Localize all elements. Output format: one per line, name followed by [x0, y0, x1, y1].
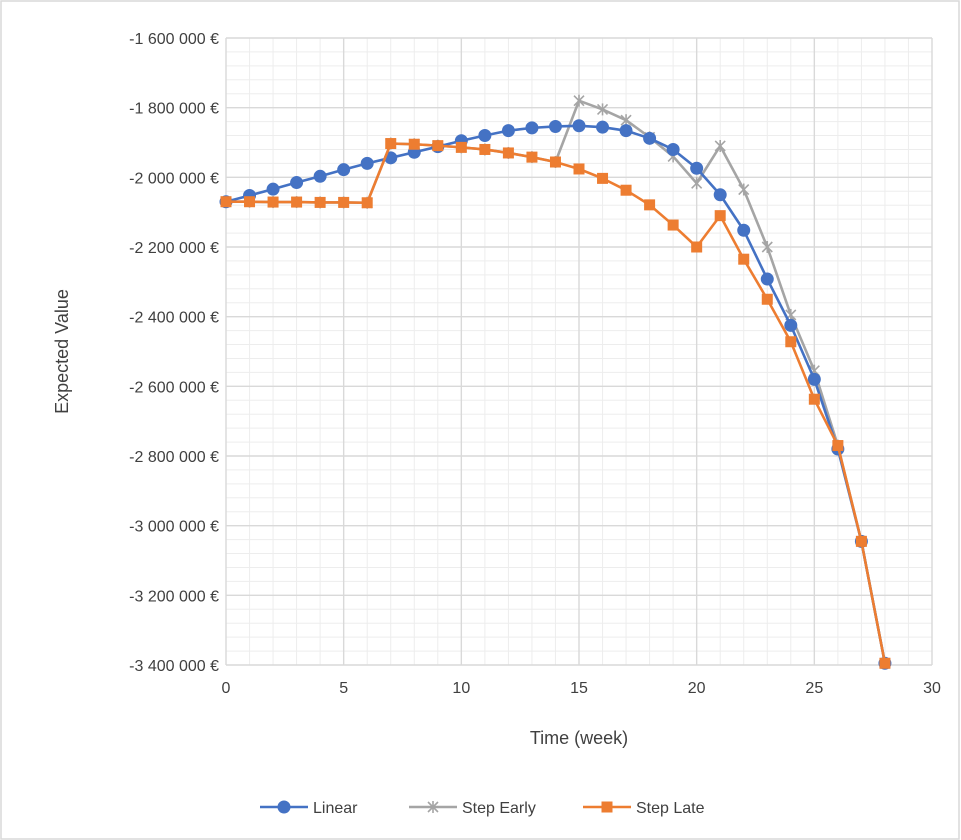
data-point-step-late	[408, 138, 420, 150]
x-tick-label: 15	[570, 680, 588, 697]
x-axis-title: Time (week)	[530, 728, 628, 748]
data-point-linear	[666, 142, 680, 156]
data-point-step-late	[526, 151, 538, 163]
data-point-linear	[360, 156, 374, 170]
x-tick-label: 5	[339, 680, 348, 697]
data-point-step-late	[361, 197, 373, 209]
data-point-linear	[713, 188, 727, 202]
y-tick-label: -1 600 000 €	[129, 31, 219, 48]
data-point-step-late	[573, 163, 585, 175]
y-tick-label: -3 200 000 €	[129, 588, 219, 605]
data-point-step-early	[596, 103, 609, 116]
data-point-linear	[548, 119, 562, 133]
x-tick-label: 20	[688, 680, 706, 697]
x-axis-tick-labels: 0 5 10 15 20 25 30	[222, 680, 941, 697]
y-tick-label: -2 000 000 €	[129, 170, 219, 187]
data-point-linear	[737, 223, 751, 237]
data-point-step-early	[573, 94, 585, 107]
data-point-step-late	[667, 219, 679, 231]
data-point-step-late	[455, 141, 467, 153]
legend-item-step-late: Step Late	[583, 800, 705, 817]
legend: Linear Step Early Step Late	[260, 800, 705, 817]
data-point-step-late	[879, 657, 891, 669]
data-point-linear	[478, 129, 492, 143]
data-point-linear	[596, 120, 610, 134]
y-tick-label: -3 400 000 €	[129, 658, 219, 675]
legend-item-step-early: Step Early	[409, 800, 536, 817]
x-tick-label: 10	[452, 680, 470, 697]
data-point-step-early	[691, 177, 703, 190]
data-point-linear	[313, 169, 327, 183]
data-point-linear	[501, 124, 515, 138]
data-point-linear	[337, 163, 351, 177]
data-point-step-late	[314, 196, 326, 208]
major-gridlines	[225, 37, 933, 666]
data-point-linear	[290, 176, 304, 190]
data-point-linear	[690, 161, 704, 175]
data-point-step-late	[479, 143, 491, 155]
legend-swatch-marker	[277, 800, 291, 814]
data-point-step-late	[691, 241, 703, 253]
legend-label: Step Late	[636, 800, 705, 817]
data-point-linear	[619, 124, 633, 138]
y-axis-title: Expected Value	[52, 289, 72, 414]
data-point-step-late	[761, 293, 773, 305]
y-tick-label: -1 800 000 €	[129, 101, 219, 118]
data-point-linear	[784, 318, 798, 332]
data-point-step-late	[338, 196, 350, 208]
data-point-step-late	[549, 156, 561, 168]
legend-label: Linear	[313, 800, 358, 817]
x-tick-label: 0	[222, 680, 231, 697]
data-point-linear	[266, 182, 280, 196]
y-axis-tick-labels: -1 600 000 € -1 800 000 € -2 000 000 € -2 2…	[129, 31, 219, 675]
data-point-step-late	[267, 196, 279, 208]
data-point-step-early	[738, 183, 750, 196]
x-tick-label: 25	[805, 680, 823, 697]
legend-label: Step Early	[462, 800, 536, 817]
data-point-step-late	[714, 210, 726, 222]
data-point-step-late	[785, 336, 797, 348]
data-point-linear	[760, 272, 774, 286]
y-tick-label: -2 400 000 €	[129, 310, 219, 327]
x-tick-label: 30	[923, 680, 941, 697]
legend-swatch-marker	[427, 801, 439, 813]
y-tick-label: -2 200 000 €	[129, 240, 219, 257]
data-point-step-late	[738, 253, 750, 265]
data-point-step-late	[832, 440, 844, 452]
data-point-step-late	[620, 184, 632, 196]
data-point-step-late	[220, 196, 232, 208]
data-point-step-late	[244, 196, 256, 208]
data-point-step-early	[714, 139, 726, 152]
data-point-step-late	[291, 196, 303, 208]
y-tick-label: -2 800 000 €	[129, 449, 219, 466]
data-point-linear	[525, 121, 539, 135]
data-point-linear	[807, 372, 821, 386]
legend-item-linear: Linear	[260, 800, 358, 817]
y-tick-label: -2 600 000 €	[129, 379, 219, 396]
data-point-step-late	[644, 199, 656, 211]
legend-swatch-marker	[601, 801, 613, 813]
series-layer	[219, 94, 892, 670]
series-step-late	[220, 138, 891, 669]
data-point-step-late	[808, 393, 820, 405]
data-point-linear	[572, 119, 586, 133]
data-point-step-late	[502, 147, 514, 159]
data-point-step-late	[432, 140, 444, 152]
data-point-step-late	[855, 535, 867, 547]
data-point-step-late	[385, 138, 397, 150]
data-point-step-early	[761, 241, 773, 253]
data-point-linear	[643, 131, 657, 145]
data-point-step-late	[597, 172, 609, 184]
y-tick-label: -3 000 000 €	[129, 519, 219, 536]
